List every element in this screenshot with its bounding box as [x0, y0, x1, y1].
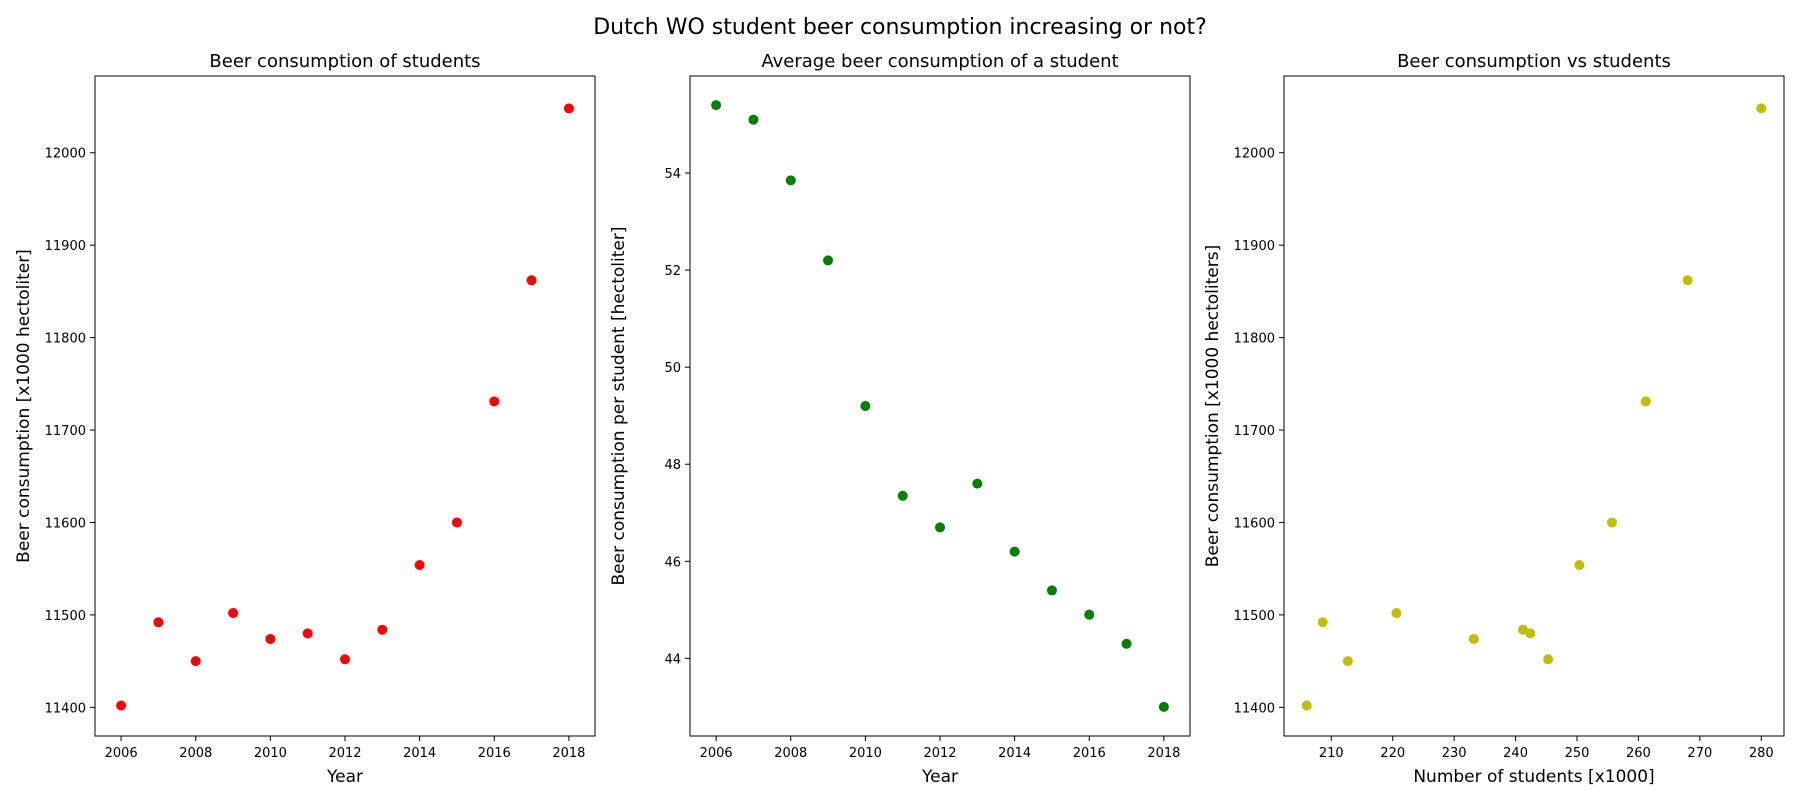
- data-point: [1342, 656, 1353, 667]
- data-point: [377, 624, 388, 635]
- y-tick-label: 48: [664, 458, 681, 473]
- data-point: [1301, 700, 1312, 711]
- data-point: [972, 478, 983, 489]
- x-tick-label: 250: [1565, 746, 1590, 761]
- y-tick-label: 12000: [1234, 147, 1275, 162]
- x-axis-label: Year: [921, 767, 958, 787]
- data-point: [1682, 275, 1693, 286]
- x-tick-label: 2010: [849, 746, 882, 761]
- data-point: [1158, 701, 1169, 712]
- y-tick-label: 11500: [45, 609, 86, 624]
- y-tick-label: 11600: [45, 516, 86, 531]
- data-point: [526, 275, 537, 286]
- y-tick-label: 11700: [1234, 424, 1275, 439]
- plot-frame: [1283, 75, 1785, 737]
- panel-1: Beer consumption of students 2006 2008 2010…: [14, 51, 596, 787]
- data-point: [451, 517, 462, 528]
- x-tick-label: 2016: [1073, 746, 1106, 761]
- data-point: [153, 617, 164, 628]
- data-point: [1543, 654, 1554, 665]
- data-point: [897, 490, 908, 501]
- x-tick-label: 2008: [179, 746, 212, 761]
- data-point: [1121, 638, 1132, 649]
- x-tick-label: 2014: [998, 746, 1031, 761]
- data-point: [265, 633, 276, 644]
- x-tick-label: 280: [1749, 746, 1774, 761]
- data-point: [1756, 103, 1767, 114]
- x-tick-label: 2012: [328, 746, 361, 761]
- data-point: [1607, 517, 1618, 528]
- data-point: [935, 522, 945, 533]
- x-tick-label: 210: [1319, 746, 1344, 761]
- y-tick-label: 11900: [1234, 239, 1275, 254]
- data-point: [414, 559, 425, 570]
- x-tick-label: 2008: [774, 746, 807, 761]
- data-point: [748, 114, 759, 125]
- y-tick-label: 11800: [45, 332, 86, 347]
- y-tick-label: 11500: [1234, 609, 1275, 624]
- panel-title: Beer consumption of students: [209, 51, 480, 72]
- y-tick-label: 54: [664, 167, 681, 182]
- data-point: [302, 628, 313, 639]
- y-axis-label: Beer consumption [x1000 hectoliters]: [1203, 245, 1223, 568]
- data-point: [785, 175, 796, 186]
- data-point: [1046, 585, 1057, 596]
- x-tick-label: 260: [1626, 746, 1651, 761]
- x-tick-label: 2018: [1147, 746, 1180, 761]
- y-tick-label: 11800: [1234, 332, 1275, 347]
- data-point: [860, 401, 871, 411]
- x-tick-label: 270: [1687, 746, 1712, 761]
- data-point: [1391, 608, 1402, 619]
- x-tick-label: 230: [1442, 746, 1467, 761]
- data-point: [340, 654, 350, 665]
- panel-3: Beer consumption vs students 210 220 230 240…: [1203, 51, 1785, 787]
- y-tick-label: 46: [664, 555, 681, 570]
- data-point: [1525, 628, 1536, 639]
- y-axis-label: Beer consumption [x1000 hectoliter]: [14, 249, 34, 563]
- x-tick-label: 2012: [923, 746, 956, 761]
- x-tick-label: 2006: [700, 746, 733, 761]
- y-axis-label: Beer consumption per student [hectoliter…: [609, 227, 629, 586]
- panels: Beer consumption of students 2006 2008 2010…: [14, 51, 1785, 787]
- data-point: [1574, 559, 1585, 570]
- x-axis-label: Year: [326, 767, 363, 787]
- x-tick-label: 240: [1503, 746, 1528, 761]
- x-tick-label: 2018: [552, 746, 585, 761]
- figure-title: Dutch WO student beer consumption increa…: [593, 15, 1207, 40]
- x-tick-label: 220: [1380, 746, 1405, 761]
- y-tick-label: 11900: [45, 239, 86, 254]
- data-point: [116, 700, 127, 711]
- data-point: [190, 656, 201, 667]
- x-tick-label: 2010: [254, 746, 287, 761]
- y-tick-label: 11700: [45, 424, 86, 439]
- panel-2: Average beer consumption of a student 200…: [609, 51, 1191, 787]
- data-point: [563, 103, 574, 114]
- x-axis-label: Number of students [x1000]: [1413, 767, 1654, 787]
- y-tick-label: 52: [664, 264, 681, 279]
- y-tick-label: 11400: [45, 701, 86, 716]
- y-tick-label: 11600: [1234, 516, 1275, 531]
- data-point: [1640, 396, 1651, 407]
- data-point: [1517, 624, 1528, 635]
- data-point: [1009, 546, 1020, 557]
- y-tick-label: 50: [664, 361, 681, 376]
- data-point: [489, 396, 500, 407]
- x-tick-label: 2014: [403, 746, 436, 761]
- panel-title: Average beer consumption of a student: [761, 51, 1118, 72]
- data-point: [823, 255, 834, 266]
- data-point: [711, 100, 722, 111]
- x-tick-label: 2006: [105, 746, 138, 761]
- data-point: [1468, 633, 1479, 644]
- data-point: [1317, 617, 1328, 628]
- y-tick-label: 44: [664, 652, 681, 667]
- y-tick-label: 12000: [45, 147, 86, 162]
- x-tick-label: 2016: [478, 746, 511, 761]
- y-tick-label: 11400: [1234, 701, 1275, 716]
- data-point: [228, 608, 239, 619]
- panel-title: Beer consumption vs students: [1397, 51, 1671, 72]
- data-point: [1084, 609, 1095, 620]
